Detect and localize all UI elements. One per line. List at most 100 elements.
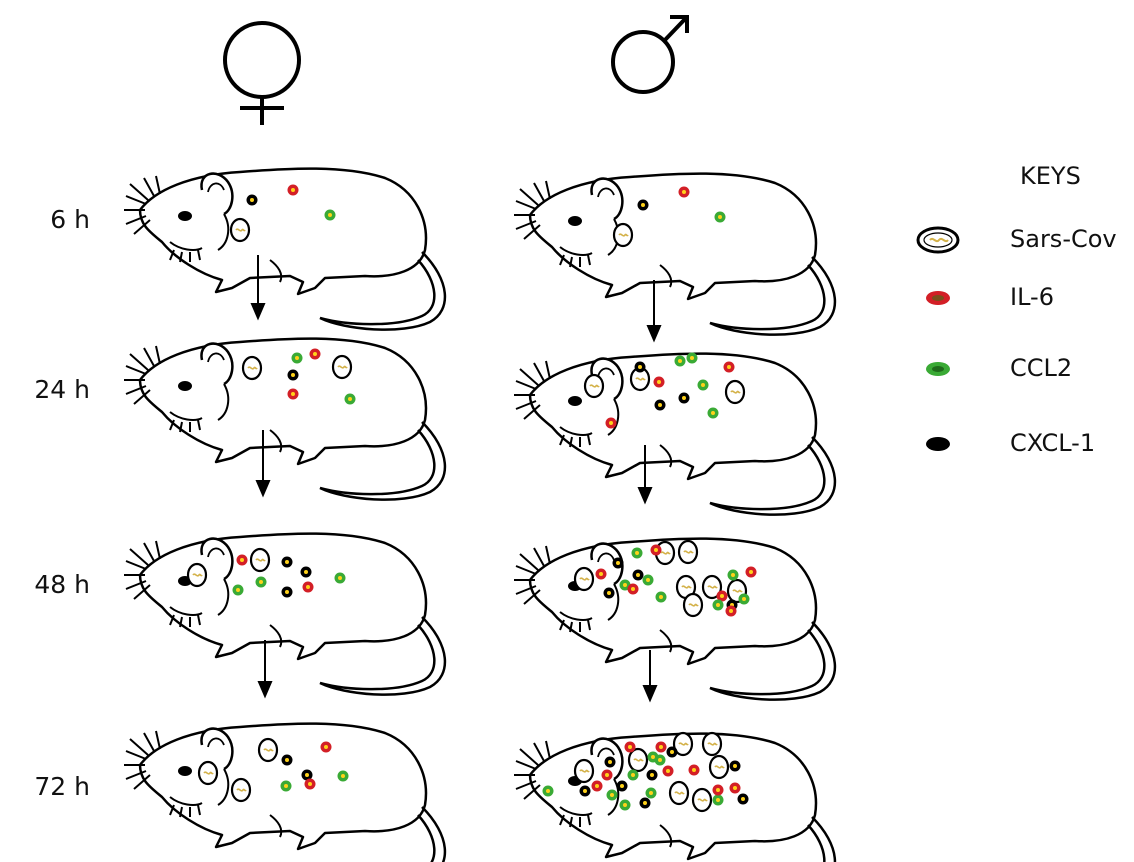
cxcl1-marker	[678, 392, 690, 404]
key-label-cxcl1: CXCL-1	[1010, 429, 1096, 457]
timepoint-label-72h: 72 h	[34, 772, 90, 801]
male-symbol	[611, 15, 689, 94]
ccl2-marker	[627, 769, 639, 781]
ccl2-marker	[727, 569, 739, 581]
ccl2-marker	[631, 547, 643, 559]
cxcl1-marker	[281, 754, 293, 766]
sars-cov-marker	[257, 737, 279, 763]
arrow-male-6-24	[646, 280, 662, 343]
ccl2-marker	[738, 593, 750, 605]
ccl2-marker	[645, 787, 657, 799]
sars-cov-marker	[186, 562, 208, 588]
il6-marker	[723, 361, 735, 373]
cxcl1-marker	[654, 399, 666, 411]
sars-cov-marker	[197, 760, 219, 786]
key-label-il6: IL-6	[1010, 283, 1054, 311]
il6-marker	[716, 590, 728, 602]
sars-cov-marker	[241, 355, 263, 381]
female-symbol	[223, 21, 301, 125]
timepoint-label-6h: 6 h	[50, 205, 90, 234]
keys-title: KEYS	[1020, 162, 1081, 190]
sars-cov-marker	[682, 592, 704, 618]
sars-cov-marker	[677, 539, 699, 565]
sars-cov-marker	[573, 758, 595, 784]
il6-marker	[688, 764, 700, 776]
il6-marker	[601, 769, 613, 781]
il6-marker	[287, 184, 299, 196]
cxcl1-marker	[287, 369, 299, 381]
il6-marker	[678, 186, 690, 198]
ccl2-marker	[642, 574, 654, 586]
cxcl1-marker	[737, 793, 749, 805]
key-ccl2-icon	[926, 362, 950, 376]
timepoint-label-48h: 48 h	[34, 570, 90, 599]
ccl2-marker	[686, 352, 698, 364]
arrow-female-24-48	[255, 430, 271, 498]
ccl2-marker	[324, 209, 336, 221]
cxcl1-marker	[639, 797, 651, 809]
ccl2-marker	[619, 799, 631, 811]
mouse-female-6h	[122, 167, 447, 331]
sars-cov-marker	[708, 754, 730, 780]
il6-marker	[729, 782, 741, 794]
key-il6-icon	[926, 291, 950, 305]
arrow-male-24-48	[637, 445, 653, 505]
sars-cov-marker	[331, 354, 353, 380]
ccl2-marker	[255, 576, 267, 588]
cxcl1-marker	[632, 569, 644, 581]
sars-cov-marker	[701, 731, 723, 757]
cxcl1-marker	[646, 769, 658, 781]
ccl2-marker	[334, 572, 346, 584]
il6-marker	[236, 554, 248, 566]
sars-cov-marker	[672, 731, 694, 757]
ccl2-marker	[712, 599, 724, 611]
timepoint-label-24h: 24 h	[34, 375, 90, 404]
il6-marker	[302, 581, 314, 593]
ccl2-marker	[337, 770, 349, 782]
cxcl1-marker	[616, 780, 628, 792]
sars-cov-marker	[701, 574, 723, 600]
il6-marker	[320, 741, 332, 753]
cxcl1-marker	[579, 785, 591, 797]
key-sars-icon	[916, 226, 960, 254]
arrow-female-48-72	[257, 640, 273, 699]
cxcl1-marker	[612, 557, 624, 569]
cxcl1-marker	[301, 769, 313, 781]
marker-layer	[186, 184, 757, 813]
il6-marker	[650, 544, 662, 556]
ccl2-marker	[606, 789, 618, 801]
cxcl1-marker	[604, 756, 616, 768]
sars-cov-marker	[724, 379, 746, 405]
il6-marker	[655, 741, 667, 753]
sars-cov-marker	[627, 747, 649, 773]
il6-marker	[605, 417, 617, 429]
ccl2-marker	[697, 379, 709, 391]
mouse-male-48h	[512, 537, 837, 701]
il6-marker	[591, 780, 603, 792]
ccl2-marker	[232, 584, 244, 596]
sars-cov-marker	[612, 222, 634, 248]
cxcl1-marker	[637, 199, 649, 211]
arrow-female-6-24	[250, 255, 266, 321]
cxcl1-marker	[666, 746, 678, 758]
il6-marker	[627, 583, 639, 595]
cxcl1-marker	[281, 586, 293, 598]
cxcl1-marker	[729, 760, 741, 772]
il6-marker	[595, 568, 607, 580]
sars-cov-marker	[668, 780, 690, 806]
mouse-male-24h	[512, 352, 837, 516]
mouse-male-6h	[512, 172, 837, 336]
ccl2-marker	[654, 754, 666, 766]
sars-cov-marker	[573, 566, 595, 592]
cxcl1-marker	[281, 556, 293, 568]
ccl2-marker	[712, 794, 724, 806]
key-label-sars: Sars-Cov	[1010, 225, 1117, 253]
il6-marker	[745, 566, 757, 578]
arrow-male-48-72	[642, 650, 658, 703]
cxcl1-marker	[300, 566, 312, 578]
il6-marker	[725, 605, 737, 617]
il6-marker	[309, 348, 321, 360]
sars-cov-marker	[249, 547, 271, 573]
key-label-ccl2: CCL2	[1010, 354, 1073, 382]
